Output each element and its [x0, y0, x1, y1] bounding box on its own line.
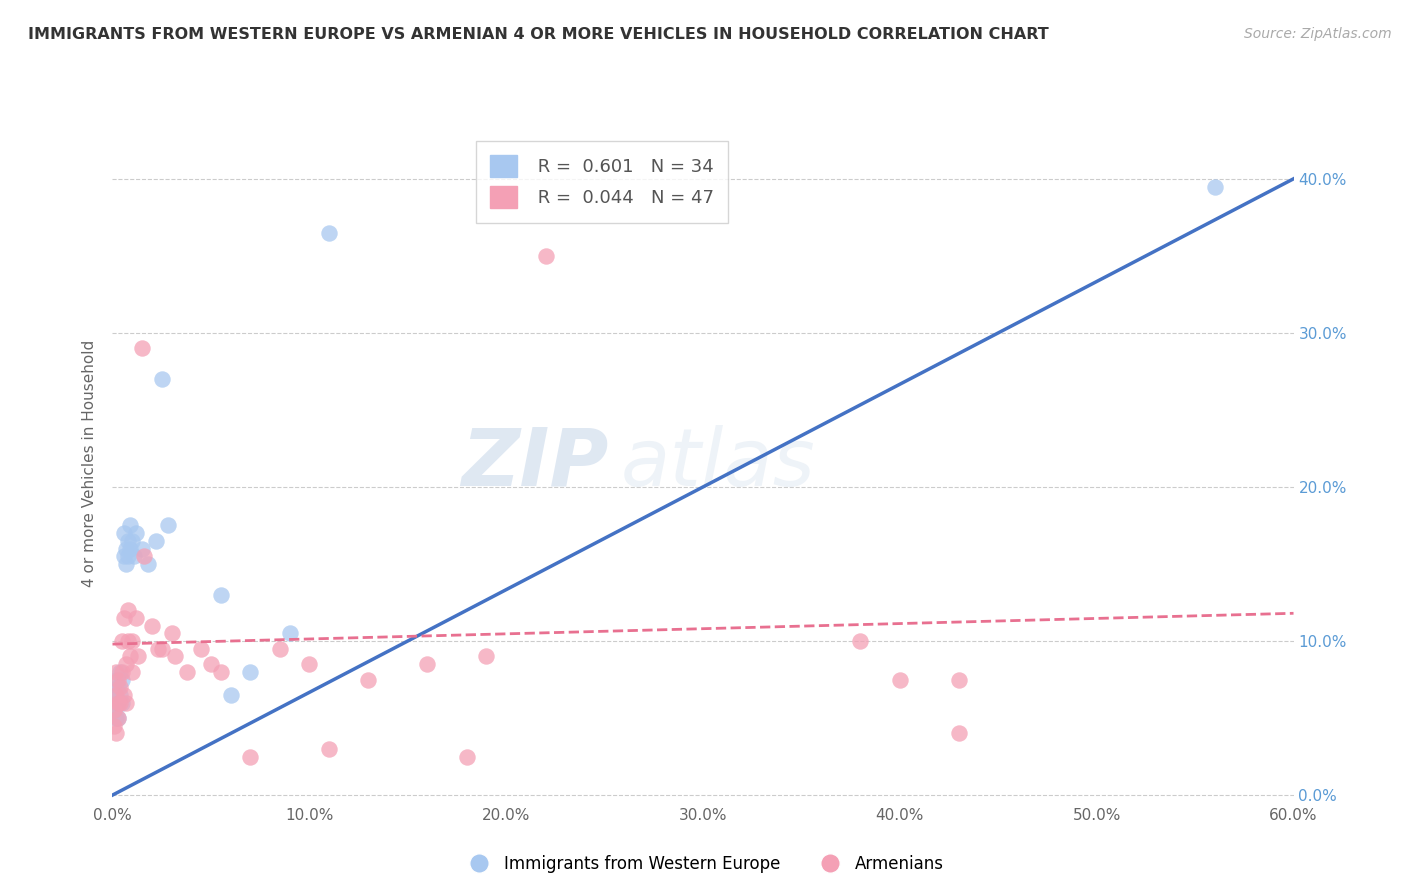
- Point: [209, 665, 232, 679]
- Point: [298, 657, 321, 672]
- Point: [121, 634, 143, 648]
- Point: [131, 341, 153, 355]
- Point: [190, 641, 212, 656]
- Point: [120, 649, 142, 664]
- Point: [112, 526, 135, 541]
- Point: [200, 657, 222, 672]
- Point: [269, 641, 291, 656]
- Text: IMMIGRANTS FROM WESTERN EUROPE VS ARMENIAN 4 OR MORE VEHICLES IN HOUSEHOLD CORRE: IMMIGRANTS FROM WESTERN EUROPE VS ARMENI…: [28, 27, 1049, 42]
- Point: [125, 526, 148, 541]
- Point: [115, 541, 138, 556]
- Point: [456, 749, 478, 764]
- Point: [219, 688, 242, 702]
- Point: [110, 696, 132, 710]
- Point: [416, 657, 439, 672]
- Point: [110, 680, 132, 694]
- Point: [150, 372, 173, 386]
- Point: [105, 696, 128, 710]
- Point: [111, 665, 134, 679]
- Legend: Immigrants from Western Europe, Armenians: Immigrants from Western Europe, Armenian…: [456, 848, 950, 880]
- Point: [117, 533, 139, 548]
- Point: [160, 626, 183, 640]
- Point: [103, 719, 125, 733]
- Point: [1204, 179, 1226, 194]
- Point: [239, 665, 262, 679]
- Point: [111, 673, 134, 687]
- Point: [278, 626, 301, 640]
- Point: [534, 249, 557, 263]
- Text: atlas: atlas: [620, 425, 815, 503]
- Point: [318, 742, 340, 756]
- Point: [239, 749, 262, 764]
- Y-axis label: 4 or more Vehicles in Household: 4 or more Vehicles in Household: [82, 340, 97, 588]
- Point: [475, 649, 498, 664]
- Point: [115, 557, 138, 571]
- Point: [150, 641, 173, 656]
- Point: [112, 549, 135, 564]
- Point: [318, 226, 340, 240]
- Text: Source: ZipAtlas.com: Source: ZipAtlas.com: [1244, 27, 1392, 41]
- Point: [111, 696, 134, 710]
- Point: [107, 711, 129, 725]
- Point: [107, 696, 129, 710]
- Point: [111, 634, 134, 648]
- Point: [122, 549, 145, 564]
- Point: [107, 673, 129, 687]
- Point: [131, 541, 153, 556]
- Point: [156, 518, 179, 533]
- Point: [141, 618, 163, 632]
- Point: [120, 518, 142, 533]
- Point: [145, 533, 167, 548]
- Point: [103, 703, 125, 717]
- Point: [112, 688, 135, 702]
- Point: [889, 673, 911, 687]
- Point: [127, 649, 149, 664]
- Point: [117, 603, 139, 617]
- Point: [105, 665, 128, 679]
- Point: [121, 665, 143, 679]
- Point: [107, 711, 129, 725]
- Point: [105, 711, 128, 725]
- Point: [103, 688, 125, 702]
- Point: [107, 680, 129, 694]
- Point: [117, 549, 139, 564]
- Point: [105, 688, 128, 702]
- Point: [948, 673, 970, 687]
- Point: [115, 657, 138, 672]
- Point: [136, 557, 159, 571]
- Point: [105, 673, 128, 687]
- Point: [107, 696, 129, 710]
- Point: [125, 611, 148, 625]
- Point: [103, 703, 125, 717]
- Point: [209, 588, 232, 602]
- Point: [146, 641, 169, 656]
- Point: [120, 541, 142, 556]
- Point: [132, 549, 155, 564]
- Point: [176, 665, 198, 679]
- Point: [357, 673, 380, 687]
- Text: ZIP: ZIP: [461, 425, 609, 503]
- Point: [948, 726, 970, 740]
- Legend:  R =  0.601   N = 34,  R =  0.044   N = 47: R = 0.601 N = 34, R = 0.044 N = 47: [475, 141, 728, 223]
- Point: [110, 688, 132, 702]
- Point: [849, 634, 872, 648]
- Point: [117, 634, 139, 648]
- Point: [112, 611, 135, 625]
- Point: [105, 726, 128, 740]
- Point: [110, 665, 132, 679]
- Point: [121, 533, 143, 548]
- Point: [115, 696, 138, 710]
- Point: [165, 649, 187, 664]
